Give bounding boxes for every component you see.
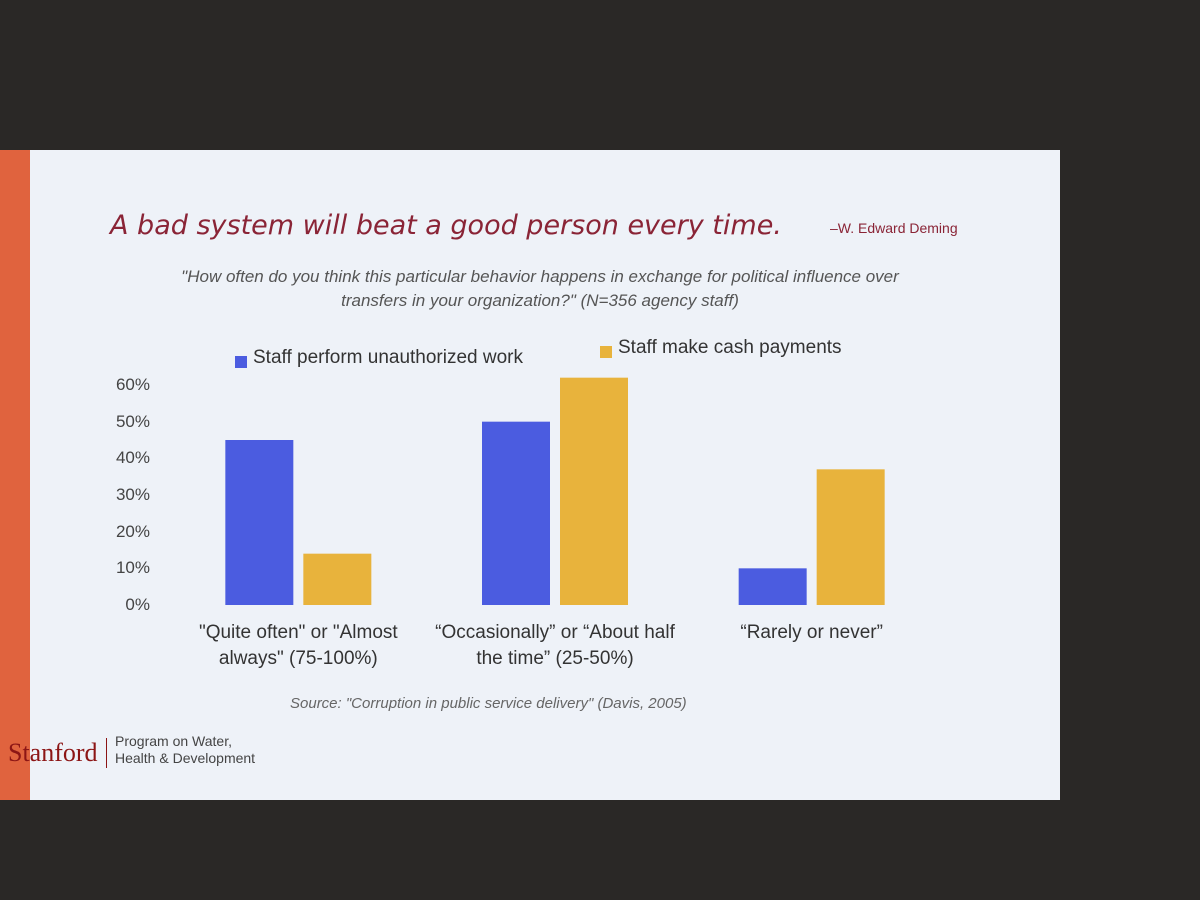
chart — [225, 346, 885, 605]
legend-swatch — [600, 346, 612, 358]
y-tick-label: 60% — [115, 375, 150, 394]
bar — [482, 421, 550, 605]
y-tick-label: 30% — [115, 485, 150, 504]
program-name: Program on Water, Health & Development — [115, 733, 256, 766]
bar — [816, 469, 885, 605]
chart-title: A bad system will beat a good person eve… — [110, 210, 782, 241]
bar — [738, 568, 807, 605]
slide: A bad system will beat a good person eve… — [0, 150, 1060, 800]
bar — [560, 377, 628, 605]
bar — [303, 553, 372, 605]
legend-label: Staff perform unauthorized work — [253, 347, 524, 368]
y-tick-label: 50% — [115, 411, 150, 431]
y-tick-label: 40% — [115, 448, 150, 468]
accent-bar — [0, 150, 30, 800]
y-tick-label: 10% — [115, 558, 150, 578]
source: Source: "Corruption in public service de… — [290, 695, 687, 712]
legend-label: Staff make cash payments — [618, 337, 842, 358]
legend-swatch — [235, 356, 247, 368]
x-tick-label: "Quite often" or "Almost always" (75-100… — [198, 622, 398, 669]
y-tick-label: 0% — [125, 595, 150, 614]
y-tick-label: 20% — [115, 521, 150, 541]
attribution: –W. Edward Deming — [830, 220, 958, 236]
subtitle: "How often do you think this particular … — [181, 267, 899, 310]
logo: Stanford — [8, 738, 107, 768]
x-tick-label: “Occasionally” or “About half the time” … — [435, 622, 675, 669]
x-tick-label: “Rarely or never” — [740, 622, 883, 643]
bar — [225, 440, 294, 605]
